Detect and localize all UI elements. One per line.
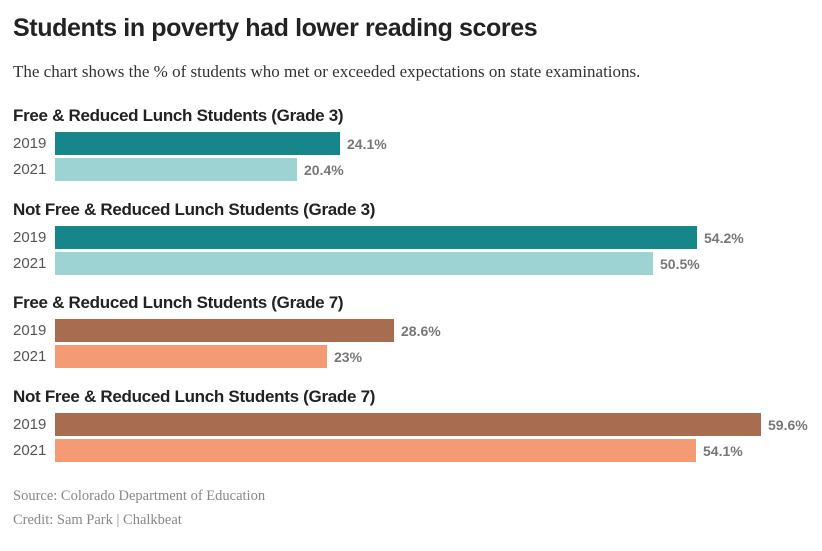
source-note: Source: Colorado Department of Education bbox=[13, 488, 266, 504]
bar-2019 bbox=[55, 226, 697, 249]
value-label: 24.1% bbox=[347, 136, 387, 152]
value-label: 50.5% bbox=[660, 256, 700, 272]
value-label: 54.1% bbox=[703, 443, 743, 459]
bar-2021 bbox=[55, 345, 327, 368]
chart-title: Students in poverty had lower reading sc… bbox=[13, 14, 538, 42]
bar-2021 bbox=[55, 158, 297, 181]
value-label: 20.4% bbox=[304, 162, 344, 178]
value-label: 59.6% bbox=[768, 417, 808, 433]
year-label: 2019 bbox=[13, 229, 47, 246]
credit-note: Credit: Sam Park | Chalkbeat bbox=[13, 512, 182, 528]
value-label: 23% bbox=[334, 349, 363, 365]
group-label: Free & Reduced Lunch Students (Grade 3) bbox=[13, 106, 344, 125]
group-label: Not Free & Reduced Lunch Students (Grade… bbox=[13, 387, 376, 406]
group-label: Not Free & Reduced Lunch Students (Grade… bbox=[13, 200, 376, 219]
bar-2019 bbox=[55, 319, 394, 342]
year-label: 2019 bbox=[13, 416, 47, 433]
group-label: Free & Reduced Lunch Students (Grade 7) bbox=[13, 293, 344, 312]
year-label: 2021 bbox=[13, 161, 47, 178]
year-label: 2021 bbox=[13, 255, 47, 272]
year-label: 2021 bbox=[13, 442, 47, 459]
bar-2019 bbox=[55, 413, 761, 436]
bar-2021 bbox=[55, 439, 696, 462]
year-label: 2021 bbox=[13, 348, 47, 365]
bar-2021 bbox=[55, 252, 653, 275]
year-label: 2019 bbox=[13, 135, 47, 152]
bar-2019 bbox=[55, 132, 340, 155]
value-label: 28.6% bbox=[401, 323, 441, 339]
year-label: 2019 bbox=[13, 322, 47, 339]
chart-subtitle: The chart shows the % of students who me… bbox=[13, 62, 641, 81]
value-label: 54.2% bbox=[704, 230, 744, 246]
